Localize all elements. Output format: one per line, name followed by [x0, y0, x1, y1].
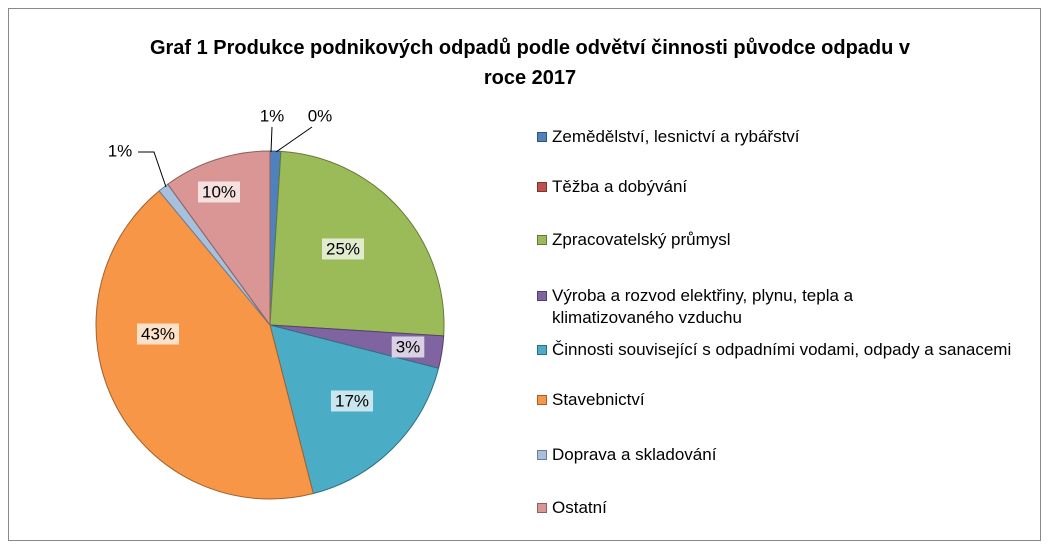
- legend-entry: Těžba a dobývání: [537, 176, 1032, 198]
- legend-marker: [537, 395, 547, 405]
- legend-marker: [537, 235, 547, 245]
- data-label-box: [321, 238, 365, 260]
- chart-title: Graf 1 Produkce podnikových odpadů podle…: [149, 37, 911, 89]
- legend-label: Zemědělství, lesnictví a rybářství: [552, 127, 800, 146]
- leader-line: [270, 126, 273, 153]
- data-label-box: [330, 390, 374, 412]
- data-label: 10%: [202, 182, 236, 201]
- pie-slice: [167, 150, 271, 327]
- legend-entry: Výroba a rozvod elektřiny, plynu, tepla …: [537, 285, 952, 329]
- data-label: 0%: [308, 106, 333, 125]
- legend-entry: Zpracovatelský průmysl: [537, 229, 1032, 251]
- leader-line: [138, 151, 167, 188]
- data-label: 25%: [326, 239, 360, 258]
- legend-entry: Zemědělství, lesnictví a rybářství: [537, 126, 1032, 148]
- legend-marker: [537, 345, 547, 355]
- legend-marker: [537, 450, 547, 460]
- legend-label: Doprava a skladování: [552, 445, 717, 464]
- legend-entry: Doprava a skladování: [537, 444, 1032, 466]
- legend-marker: [537, 291, 547, 301]
- legend-label: Ostatní: [552, 498, 607, 517]
- legend-label: Zpracovatelský průmysl: [552, 230, 731, 249]
- legend-label: Těžba a dobývání: [552, 177, 688, 196]
- legend-label: Činnosti související s odpadními vodami,…: [552, 340, 1012, 359]
- data-label-box: [136, 323, 180, 345]
- legend-marker: [537, 132, 547, 142]
- legend-entry: Činnosti související s odpadními vodami,…: [537, 339, 1042, 361]
- data-label: 43%: [141, 324, 175, 343]
- data-label-box: [391, 336, 425, 358]
- legend-entry: Ostatní: [537, 497, 1032, 519]
- data-label-box: [197, 181, 241, 203]
- legend-marker: [537, 182, 547, 192]
- legend-label: Stavebnictví: [552, 390, 645, 409]
- leader-line: [275, 126, 313, 153]
- data-label: 3%: [396, 337, 421, 356]
- data-label: 17%: [335, 391, 369, 410]
- pie-slice: [95, 190, 314, 500]
- legend-entry: Stavebnictví: [537, 389, 1032, 411]
- data-label: 1%: [260, 106, 285, 125]
- legend-marker: [537, 503, 547, 513]
- legend-label: Výroba a rozvod elektřiny, plynu, tepla …: [552, 286, 854, 327]
- chart-frame: [8, 8, 1041, 541]
- data-label: 1%: [108, 141, 133, 160]
